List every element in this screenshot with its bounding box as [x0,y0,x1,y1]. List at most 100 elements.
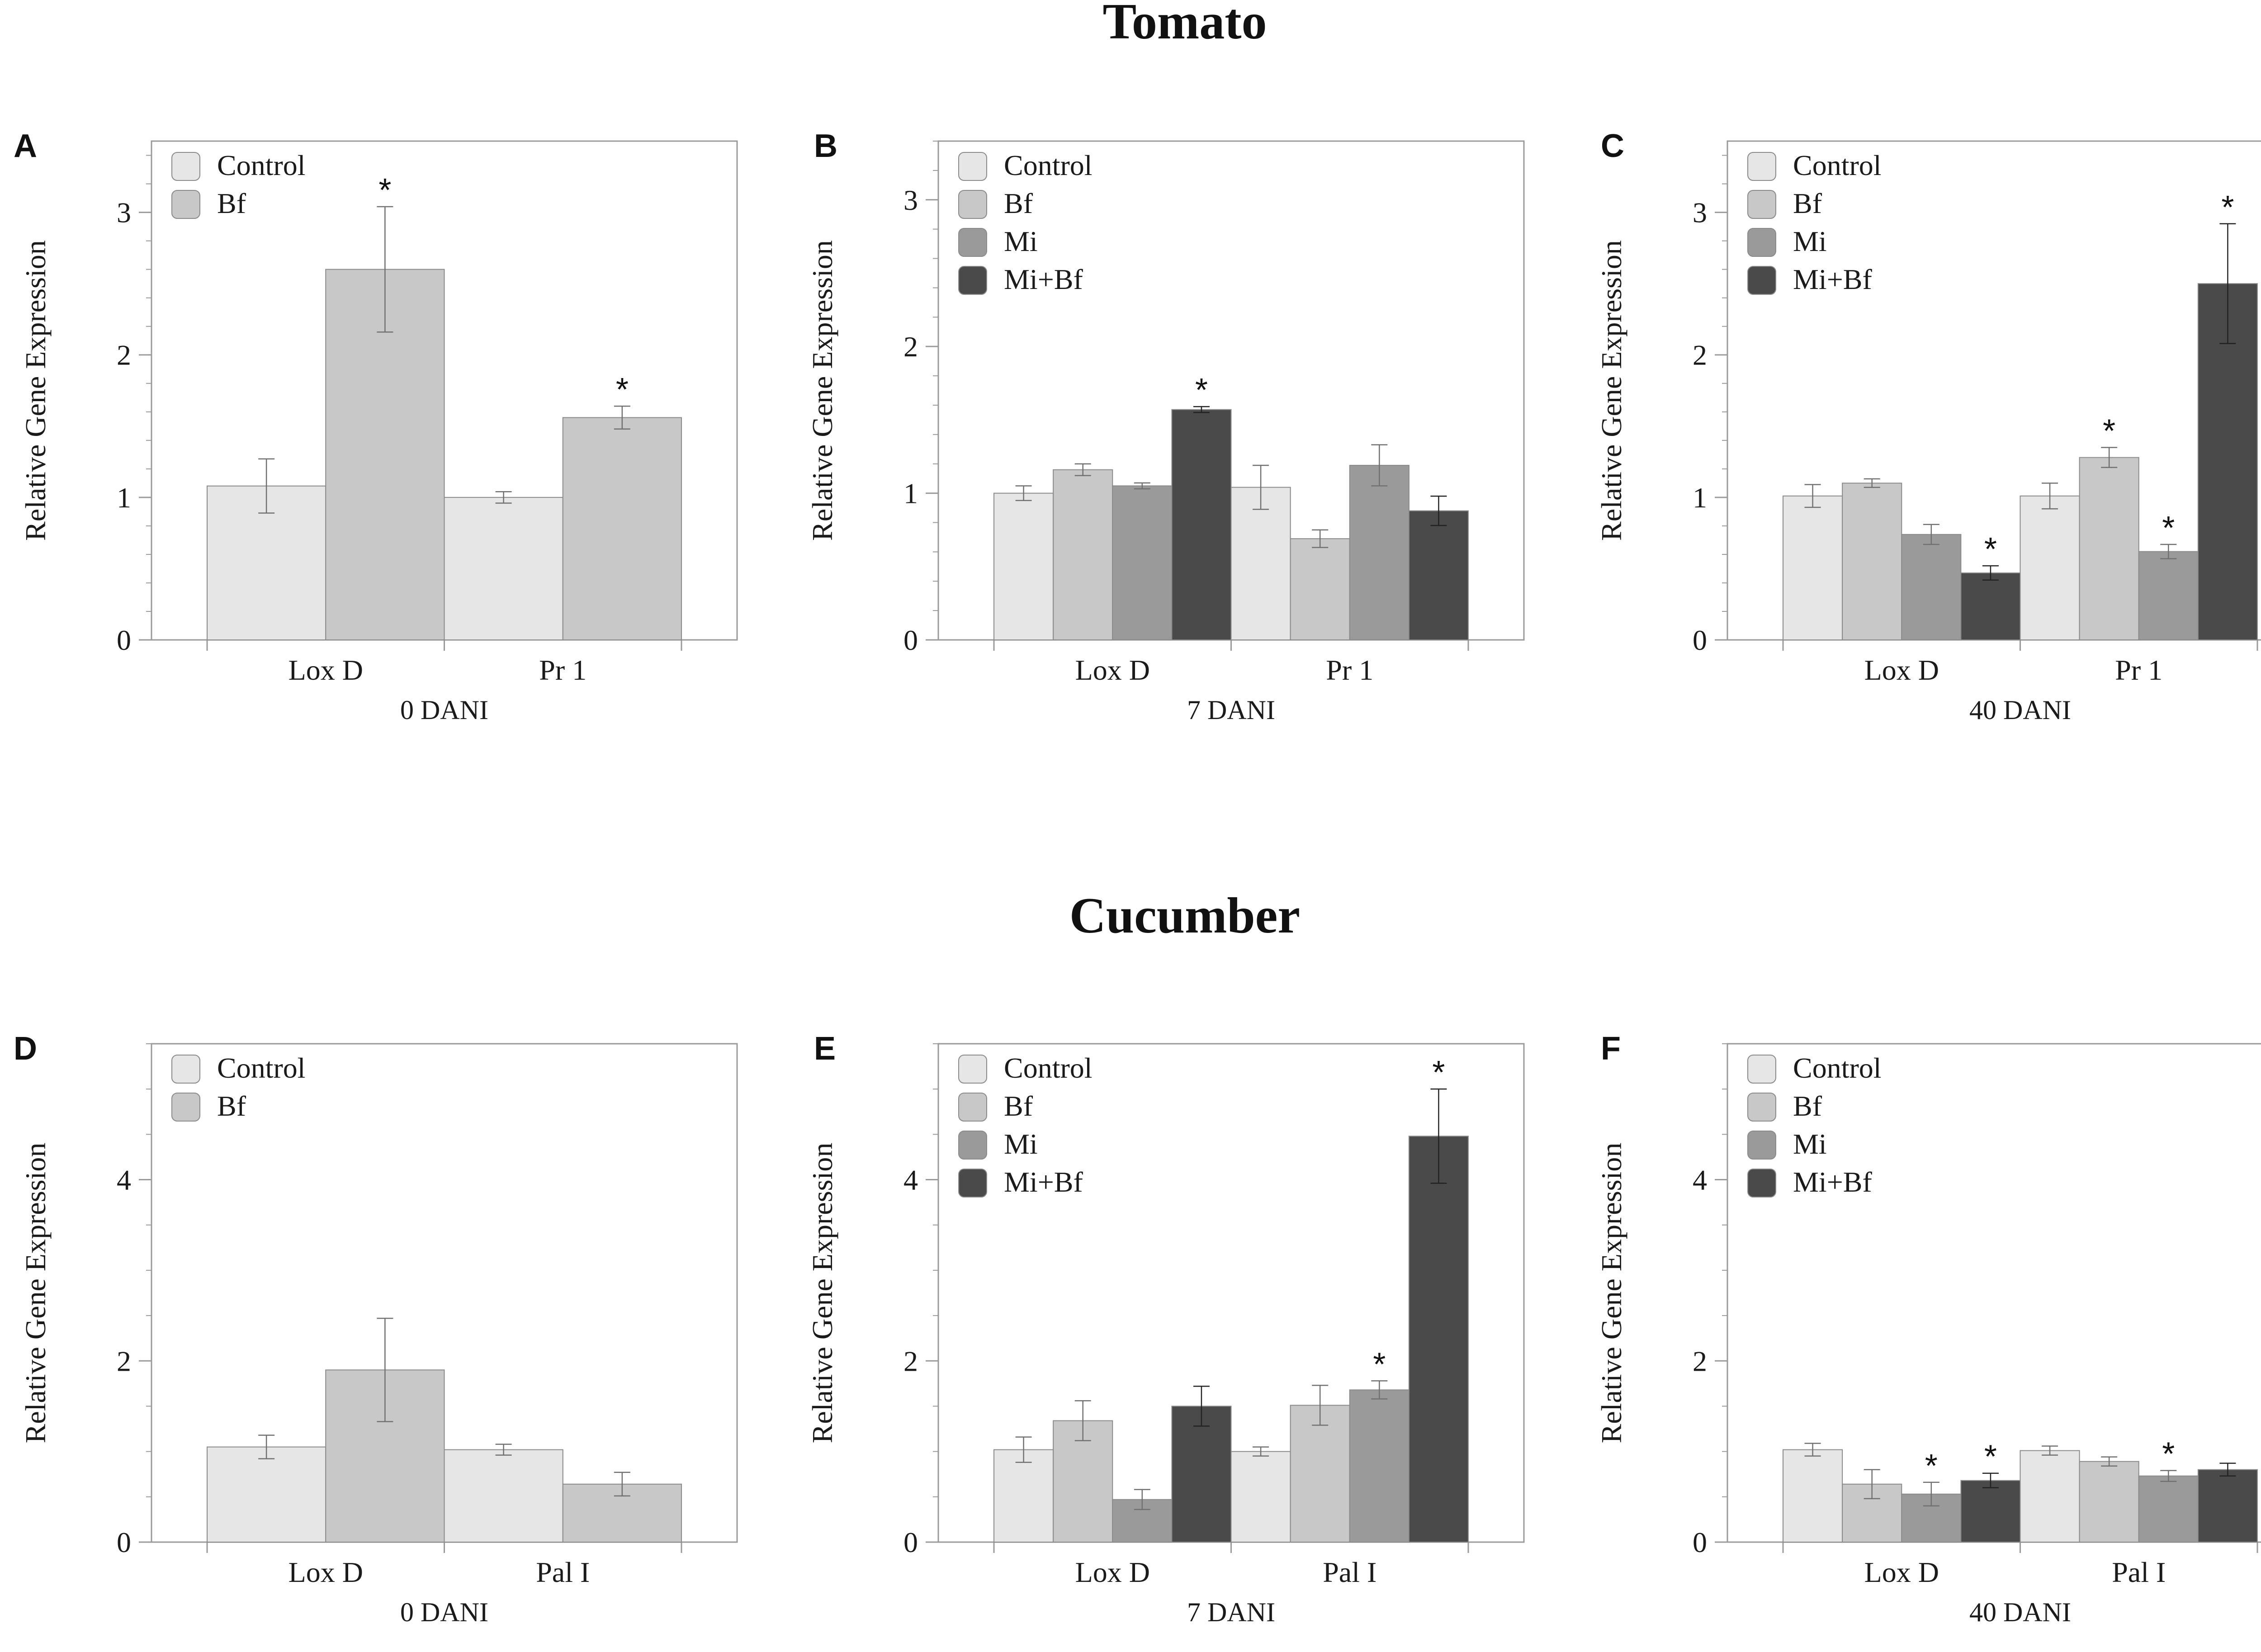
legend-label: Bf [1004,187,1033,219]
significance-star: * [2221,189,2234,226]
legend-swatch-mi-bf [1747,1169,1776,1198]
bar-bf-pr-1 [2079,457,2139,640]
legend-label: Bf [217,187,246,219]
legend-label: Control [1004,149,1093,181]
legend-label: Mi [1004,225,1038,257]
y-axis-label: Relative Gene Expression [19,1143,52,1444]
legend-label: Bf [1793,1090,1822,1122]
x-axis-label: 0 DANI [400,1597,488,1627]
bar-control-pal-i [2020,1450,2080,1543]
legend-swatch-mi [1747,1131,1776,1160]
legend-label: Mi+Bf [1004,263,1083,295]
panel-letter: F [1601,1031,1621,1067]
legend-label: Control [1793,149,1882,181]
x-category-label: Pal I [1323,1556,1376,1588]
y-tick-label: 0 [117,624,131,656]
y-tick-label: 3 [1693,197,1707,229]
x-category-label: Pal I [536,1556,590,1588]
y-tick-label: 4 [903,1164,918,1196]
y-tick-label: 2 [117,339,131,371]
y-axis-label: Relative Gene Expression [19,240,52,541]
bar-bf-pr-1 [562,417,682,640]
x-category-label: Pr 1 [2115,654,2162,686]
bar-control-lox-d [207,1446,326,1543]
bar-mi-bf-lox-d [1960,1480,2021,1543]
legend-label: Mi+Bf [1793,263,1872,295]
bar-mi-bf-pal-i [1408,1136,1469,1543]
y-axis-label: Relative Gene Expression [806,240,838,541]
legend-label: Mi [1004,1128,1038,1160]
bar-mi-pr-1 [2138,551,2199,641]
significance-star: * [1925,1448,1938,1484]
legend-label: Bf [217,1090,246,1122]
chart-panel-d: D 0 2 4 Relative Gene Expression Lox D Pal I 0 … [14,1031,738,1627]
bar-control-pr-1 [1230,487,1291,641]
panel-letter: B [814,128,837,164]
chart-panel-b: B 0 1 2 3 Relative Gene Expression Lox D * Pr 1 7… [806,128,1525,725]
y-tick-label: 2 [117,1345,131,1377]
panels: A 0 1 2 3 Relative Gene Expression Lox D * Pr 1 *… [14,128,2261,1627]
x-category-label: Pr 1 [1326,654,1373,686]
bar-bf-pal-i [2079,1461,2139,1543]
significance-star: * [616,372,629,408]
chart-panel-a: A 0 1 2 3 Relative Gene Expression Lox D * Pr 1 *… [14,128,738,725]
bar-mi-pr-1 [1349,464,1410,640]
panel-letter: C [1601,128,1624,164]
y-tick-label: 4 [117,1164,131,1196]
legend-label: Bf [1793,187,1822,219]
y-tick-label: 1 [117,482,131,514]
tomato-section-title: Tomato [1102,0,1267,50]
cucumber-section-title: Cucumber [1069,888,1300,944]
y-tick-label: 3 [117,197,131,229]
legend-swatch-control [171,1055,200,1084]
y-tick-label: 3 [903,184,918,216]
significance-star: * [1432,1055,1445,1091]
legend-label: Control [1004,1052,1093,1084]
x-axis-label: 40 DANI [1969,1597,2071,1627]
panel-letter: E [814,1031,836,1067]
significance-star: * [1984,531,1997,568]
y-tick-label: 4 [1693,1164,1707,1196]
bar-mi-bf-lox-d [1960,572,2021,640]
bar-control-pr-1 [2020,495,2080,640]
y-tick-label: 1 [1693,482,1707,514]
significance-star: * [1195,372,1208,408]
legend-swatch-control [958,1055,987,1084]
legend-swatch-mi-bf [1747,266,1776,295]
x-category-label: Pal I [2112,1556,2166,1588]
significance-star: * [2162,510,2175,546]
legend-swatch-mi [958,1131,987,1160]
legend-swatch-bf [958,1093,987,1122]
bar-bf-lox-d [1842,483,1902,641]
chart-panel-e: E 0 2 4 Relative Gene Expression Lox D Pal I * *… [806,1031,1525,1627]
y-tick-label: 1 [903,478,918,510]
y-tick-label: 2 [1693,1345,1707,1377]
significance-star: * [1984,1439,1997,1475]
significance-star: * [1373,1346,1386,1382]
significance-star: * [2162,1436,2175,1472]
legend-swatch-mi-bf [958,1169,987,1198]
x-category-label: Lox D [1864,654,1939,686]
legend-swatch-mi-bf [958,266,987,295]
chart-panel-c: C 0 1 2 3 Relative Gene Expression Lox D * Pr 1 *… [1595,128,2261,725]
bar-control-lox-d [1783,1449,1843,1543]
y-axis-label: Relative Gene Expression [1595,240,1627,541]
legend-label: Control [1793,1052,1882,1084]
y-tick-label: 0 [903,1526,918,1558]
bar-mi-lox-d [1901,534,1962,641]
legend-swatch-bf [171,190,200,219]
y-tick-label: 0 [117,1526,131,1558]
bar-mi-lox-d [1112,485,1173,641]
x-axis-label: 7 DANI [1187,695,1275,725]
bar-mi-bf-pal-i [2197,1469,2258,1543]
legend-label: Mi+Bf [1004,1166,1083,1198]
y-tick-label: 0 [1693,1526,1707,1558]
x-category-label: Lox D [1075,1556,1150,1588]
legend-swatch-bf [1747,1093,1776,1122]
legend-label: Control [217,149,306,181]
x-axis-label: 0 DANI [400,695,488,725]
panel-letter: A [14,128,37,164]
x-axis-label: 7 DANI [1187,1597,1275,1627]
x-category-label: Lox D [289,1556,363,1588]
y-tick-label: 0 [1693,624,1707,656]
